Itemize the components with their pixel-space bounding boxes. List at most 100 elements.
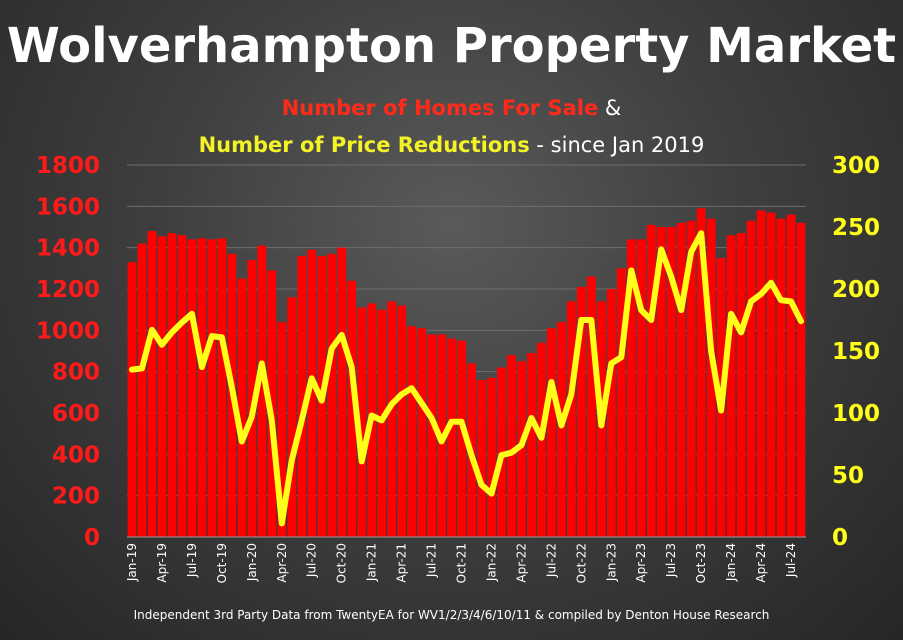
series-line	[129, 230, 804, 527]
bar	[447, 338, 456, 537]
x-axis-tick-label: Jan-22	[484, 543, 498, 582]
x-axis-tick-label: Apr-23	[634, 543, 648, 583]
bar	[407, 326, 416, 537]
source-footnote: Independent 3rd Party Data from TwentyEA…	[133, 608, 770, 622]
bar	[277, 322, 287, 537]
bar	[666, 227, 676, 537]
bar	[686, 220, 696, 538]
bar	[586, 276, 596, 537]
bar	[736, 233, 746, 537]
x-axis-tick-label: Apr-20	[275, 543, 289, 583]
right-axis-tick-label: 300	[832, 153, 880, 179]
bar	[546, 328, 556, 537]
bar	[656, 227, 666, 537]
x-axis-tick-label: Jul-19	[185, 543, 199, 578]
bar	[287, 297, 297, 537]
x-axis-tick-label: Jan-23	[604, 543, 618, 582]
x-axis-tick-label: Jul-21	[425, 543, 439, 578]
x-axis-tick-label: Jul-23	[664, 543, 678, 578]
bar	[187, 239, 197, 537]
left-axis-tick-label: 1400	[36, 236, 100, 262]
bar	[706, 218, 716, 537]
x-axis-tick-label: Oct-22	[574, 543, 588, 583]
left-axis-tick-label: 800	[52, 360, 100, 386]
x-axis-tick-label: Jan-21	[365, 543, 379, 582]
bar	[327, 253, 337, 537]
bar	[756, 210, 766, 537]
bar	[746, 220, 756, 538]
bar	[676, 222, 686, 537]
left-axis-tick-label: 1000	[36, 318, 100, 344]
left-axis-tick-label: 600	[52, 401, 100, 427]
x-axis-tick-label: Apr-21	[395, 543, 409, 583]
bar	[157, 236, 167, 538]
x-axis: Jan-19 Apr-19 Jul-19 Oct-19 Jan-20 Apr-20 Jul-…	[125, 536, 806, 583]
left-axis-tick-label: 1600	[36, 194, 100, 220]
bar	[477, 379, 486, 537]
left-axis-tick-label: 400	[52, 442, 100, 468]
bar	[297, 255, 307, 537]
bar	[776, 218, 786, 537]
subtitle-reductions-label: Number of Price Reductions	[198, 133, 530, 157]
right-axis-tick-label: 150	[832, 339, 880, 365]
right-axis-tick-label: 250	[832, 215, 880, 241]
bar	[796, 222, 806, 537]
bar	[137, 243, 147, 538]
x-axis-tick-label: Oct-19	[215, 543, 229, 583]
bar	[726, 235, 736, 537]
right-y-axis: 0 50 100 150 200 250 300	[832, 153, 880, 551]
bar	[616, 268, 626, 537]
bar	[636, 239, 646, 537]
bar	[556, 322, 566, 537]
bar	[626, 239, 636, 537]
bar	[307, 249, 317, 537]
bar	[147, 231, 157, 537]
right-axis-tick-label: 50	[832, 463, 864, 489]
bar	[257, 245, 267, 537]
bar	[427, 334, 436, 537]
subtitle-amp: &	[598, 96, 622, 120]
right-axis-tick-label: 200	[832, 277, 880, 303]
bar	[786, 214, 796, 537]
bar	[217, 238, 227, 537]
x-axis-tick-label: Oct-23	[694, 543, 708, 583]
bar	[207, 239, 217, 537]
bar	[457, 340, 466, 537]
right-axis-tick-label: 0	[832, 525, 848, 551]
x-axis-tick-label: Jan-20	[245, 543, 259, 582]
subtitle-homes-for-sale: Number of Homes For Sale &	[0, 96, 903, 120]
subtitle-price-reductions: Number of Price Reductions - since Jan 2…	[0, 133, 903, 157]
x-axis-tick-label: Jan-24	[724, 543, 738, 582]
x-axis-tick-label: Apr-19	[155, 543, 169, 583]
left-axis-tick-label: 1200	[36, 277, 100, 303]
subtitle-homes-label: Number of Homes For Sale	[281, 96, 599, 120]
x-axis-tick-label: Oct-21	[455, 543, 469, 583]
bar	[247, 260, 257, 537]
bar	[646, 224, 656, 537]
bar	[527, 353, 536, 537]
left-axis-tick-label: 200	[52, 484, 100, 510]
x-axis-tick-label: Jul-20	[305, 543, 319, 578]
bar	[347, 280, 357, 537]
x-axis-tick-label: Jul-22	[544, 543, 558, 578]
bar	[177, 235, 187, 537]
bar	[576, 286, 586, 537]
bar	[507, 355, 516, 537]
bar	[397, 305, 406, 537]
bar	[237, 278, 247, 537]
x-axis-tick-label: Apr-24	[754, 543, 768, 583]
bar	[766, 212, 776, 538]
left-y-axis: 0 200 400 600 800 1000 1200 1400 1600 1800	[36, 153, 100, 551]
bar	[606, 289, 616, 537]
bar	[566, 301, 576, 537]
bar	[696, 208, 706, 537]
x-axis-tick-label: Jan-19	[125, 543, 139, 582]
bar	[127, 262, 137, 537]
right-axis-tick-label: 100	[832, 401, 880, 427]
subtitle-since: - since Jan 2019	[529, 133, 705, 157]
left-axis-tick-label: 0	[84, 525, 100, 551]
chart-title: Wolverhampton Property Market	[6, 18, 897, 74]
bar	[167, 233, 177, 537]
line-series-price-reductions	[129, 230, 804, 527]
